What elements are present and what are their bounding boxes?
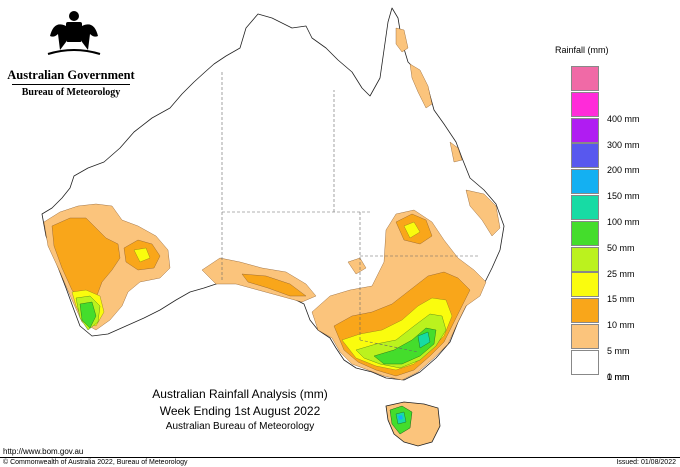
footer-divider bbox=[0, 457, 680, 458]
logo-divider bbox=[12, 84, 130, 85]
legend-label: 150 mm bbox=[607, 191, 640, 202]
tasmania-rain-100 bbox=[398, 415, 403, 420]
legend-swatch bbox=[571, 349, 599, 375]
legend-swatch bbox=[571, 66, 599, 91]
legend-label: 0 mm bbox=[607, 371, 630, 382]
legend-swatch bbox=[571, 298, 599, 324]
map-caption: Australian Rainfall Analysis (mm) Week E… bbox=[120, 386, 360, 434]
se-rain-15mm-north bbox=[403, 221, 421, 239]
qld-coast-rain-5mm bbox=[449, 141, 463, 163]
legend-label: 300 mm bbox=[607, 139, 640, 150]
issued-date: Issued: 01/08/2022 bbox=[616, 459, 676, 466]
legend-label: 5 mm bbox=[607, 346, 630, 356]
legend-label: 200 mm bbox=[607, 165, 640, 176]
cape-york-rain-5mm bbox=[395, 27, 409, 53]
legend-swatch bbox=[571, 169, 599, 195]
legend-swatch bbox=[571, 246, 599, 272]
legend-swatch bbox=[571, 220, 599, 246]
legend-label: 10 mm bbox=[607, 320, 635, 331]
coat-of-arms-icon bbox=[47, 11, 101, 55]
legend-swatch bbox=[571, 195, 599, 220]
sa-inland-rain bbox=[347, 257, 367, 275]
wa-rain-50mm bbox=[79, 301, 97, 329]
legend-label: 400 mm bbox=[607, 113, 640, 124]
qld-coast-rain-5mm-south bbox=[465, 189, 501, 237]
bureau-title: Bureau of Meteorology bbox=[21, 87, 121, 98]
caption-title: Australian Rainfall Analysis (mm) bbox=[152, 387, 328, 401]
legend-label: 100 mm bbox=[607, 217, 640, 227]
copyright-notice: © Commonwealth of Australia 2022, Bureau… bbox=[3, 459, 188, 466]
legend-swatch bbox=[571, 272, 599, 298]
government-logo: Australian Government Bureau of Meteorol… bbox=[6, 8, 136, 100]
legend-swatch bbox=[571, 91, 599, 117]
se-rain-100mm bbox=[417, 331, 431, 349]
wa-rain-10mm bbox=[51, 217, 121, 305]
legend-swatch bbox=[571, 143, 599, 169]
legend-label: 1 mm bbox=[607, 371, 630, 382]
state-borders bbox=[221, 72, 478, 353]
cape-york-rain-5mm-south bbox=[409, 63, 433, 109]
legend-title: Rainfall (mm) bbox=[555, 45, 609, 55]
caption-subtitle: Week Ending 1st August 2022 bbox=[159, 404, 321, 418]
caption-organisation: Australian Bureau of Meteorology bbox=[165, 421, 315, 432]
legend-label: 25 mm bbox=[607, 268, 635, 279]
wa-rain-15mm-inland bbox=[133, 247, 151, 263]
legend-label: 50 mm bbox=[607, 242, 635, 253]
nullarbor-rain-10mm bbox=[241, 273, 307, 297]
legend-swatch bbox=[571, 117, 599, 143]
website-link[interactable]: http://www.bom.gov.au bbox=[3, 447, 84, 456]
government-title: Australian Government bbox=[7, 68, 135, 82]
legend-swatch bbox=[571, 324, 599, 349]
australia-rainfall-map bbox=[41, 7, 505, 447]
legend-label: 15 mm bbox=[607, 294, 635, 305]
